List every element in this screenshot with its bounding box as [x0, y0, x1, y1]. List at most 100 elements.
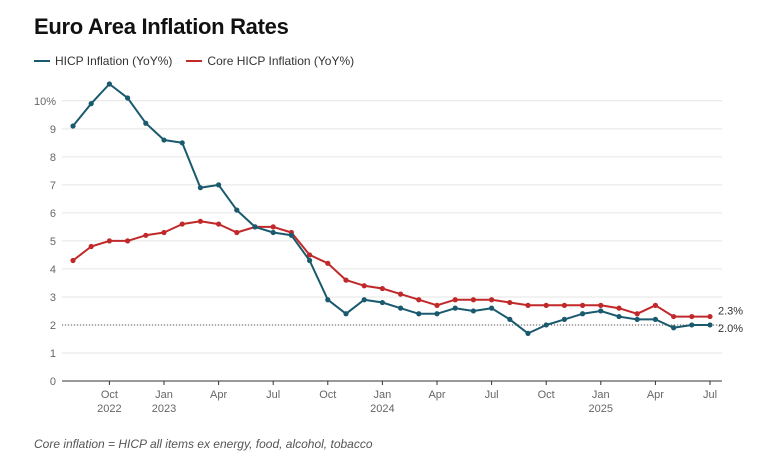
data-point-core [216, 221, 222, 227]
data-point-hicp [70, 123, 76, 129]
data-point-core [671, 313, 677, 320]
data-point-hicp [88, 101, 94, 107]
x-tick-year-label: 2023 [152, 403, 176, 415]
data-point-hicp [507, 316, 513, 322]
y-tick-label: 9 [50, 124, 56, 136]
legend-item-core: Core HICP Inflation (YoY%) [186, 54, 354, 68]
data-point-core [398, 291, 404, 297]
legend-label-core: Core HICP Inflation (YoY%) [207, 54, 355, 68]
data-point-hicp [634, 316, 640, 322]
end-label-core: 2.3% [718, 306, 743, 318]
data-point-core [234, 229, 240, 236]
data-point-hicp [361, 297, 367, 303]
data-point-core [634, 311, 640, 317]
data-point-core [343, 277, 349, 283]
data-point-hicp [234, 207, 240, 213]
data-point-hicp [616, 313, 622, 320]
y-tick-label: 5 [50, 236, 56, 248]
y-tick-label: 2 [50, 320, 56, 332]
data-point-core [452, 297, 458, 303]
legend-swatch-core [186, 60, 203, 62]
label-layer: 2.0% 2.3% [718, 306, 743, 335]
y-tick-label: 6 [50, 208, 56, 220]
data-point-hicp [671, 325, 677, 331]
x-tick-label: Oct [538, 389, 555, 401]
data-point-core [507, 299, 513, 306]
x-tick-label: Apr [210, 389, 227, 401]
data-point-core [88, 243, 94, 250]
data-point-hicp [470, 308, 476, 314]
data-point-core [470, 297, 476, 303]
y-tick-label: 8 [50, 152, 56, 164]
x-tick-label: Jan [374, 389, 392, 401]
y-tick-label: 3 [50, 292, 56, 304]
data-point-core [598, 302, 604, 308]
end-label-hicp: 2.0% [718, 323, 743, 335]
data-point-hicp [434, 311, 440, 317]
data-point-core [379, 285, 385, 292]
data-point-hicp [489, 305, 495, 311]
data-point-core [143, 232, 149, 238]
data-point-hicp [197, 185, 203, 191]
series-layer [70, 81, 713, 336]
x-tick-label: Jan [592, 389, 610, 401]
data-point-core [561, 302, 568, 308]
data-point-hicp [652, 316, 659, 322]
data-point-hicp [325, 297, 331, 303]
series-line-hicp [72, 83, 710, 335]
y-tick-label: 0 [50, 376, 56, 388]
data-point-hicp [452, 305, 458, 311]
data-point-core [125, 238, 131, 244]
x-tick-label: Jul [266, 389, 280, 401]
data-point-core [179, 221, 185, 227]
data-point-core [161, 229, 167, 236]
legend-label-hicp: HICP Inflation (YoY%) [55, 54, 173, 68]
data-point-hicp [288, 232, 294, 238]
legend-swatch-hicp [34, 60, 50, 62]
data-point-hicp [416, 311, 422, 317]
data-point-hicp [525, 330, 531, 336]
data-point-hicp [689, 322, 695, 328]
data-point-hicp [106, 81, 112, 87]
y-tick-label: 1 [50, 348, 56, 360]
x-tick-year-label: 2024 [370, 403, 394, 415]
data-point-core [361, 283, 367, 289]
data-point-core [489, 297, 495, 303]
series-line-core [72, 220, 710, 318]
data-point-core [270, 224, 276, 230]
x-tick-label: Oct [319, 389, 336, 401]
x-tick-year-label: 2025 [589, 403, 613, 415]
x-tick-label: Jan [155, 389, 173, 401]
y-tick-label: 7 [50, 180, 56, 192]
data-point-hicp [379, 299, 385, 306]
data-point-hicp [543, 322, 549, 328]
data-point-core [197, 218, 203, 224]
grid-layer [62, 100, 722, 354]
legend-item-hicp: HICP Inflation (YoY%) [34, 54, 172, 68]
x-tick-label: Jul [485, 389, 499, 401]
data-point-core [307, 252, 313, 258]
data-point-core [325, 260, 331, 266]
axis-layer: 0 1 2 3 4 5 6 7 8 9 10% Oct 2022 Jan 2023 Apr Jul Oct Jan 2… [34, 96, 722, 415]
x-tick-year-label: 2022 [97, 403, 121, 415]
data-point-core [543, 302, 549, 308]
chart-title: Euro Area Inflation Rates [34, 14, 289, 39]
data-point-hicp [125, 95, 131, 101]
x-tick-label: Apr [647, 389, 664, 401]
data-point-hicp [307, 257, 313, 264]
chart-legend: HICP Inflation (YoY%) Core HICP Inflatio… [34, 54, 368, 68]
data-point-hicp [598, 308, 604, 314]
data-point-core [616, 305, 622, 311]
x-tick-label: Jul [703, 389, 717, 401]
data-point-hicp [252, 224, 258, 230]
x-tick-label: Oct [101, 389, 118, 401]
y-tick-label: 4 [50, 264, 56, 276]
data-point-hicp [270, 229, 276, 236]
data-point-hicp [143, 120, 149, 126]
y-tick-label: 10% [34, 96, 56, 108]
data-point-core [416, 297, 422, 303]
data-point-hicp [179, 140, 185, 146]
data-point-hicp [216, 182, 222, 188]
data-point-core [580, 302, 586, 308]
